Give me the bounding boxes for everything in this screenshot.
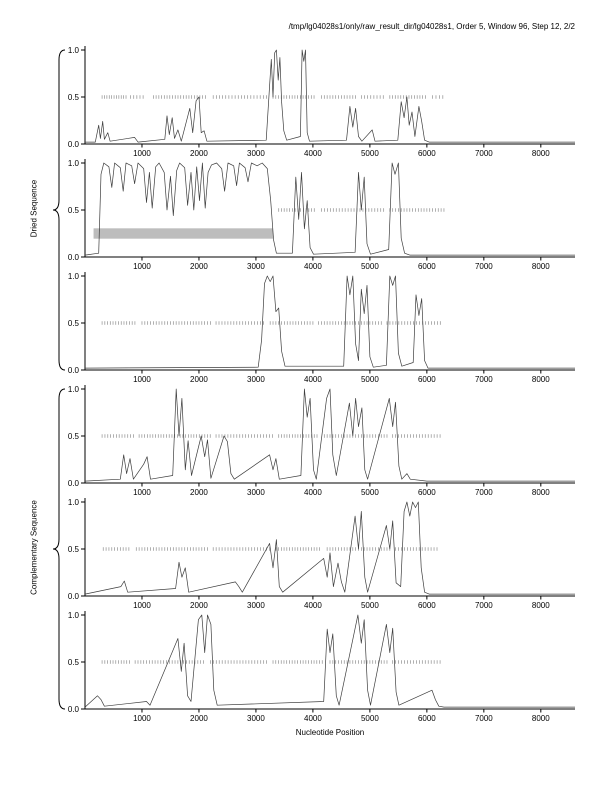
- data-line: [85, 49, 575, 143]
- chart-title: /tmp/lg04028s1/only/raw_result_dir/lg040…: [288, 22, 575, 31]
- x-tick-label: 3000: [247, 488, 265, 496]
- y-tick-label: 0.5: [68, 658, 80, 667]
- x-tick-label: 6000: [418, 262, 436, 270]
- x-tick-label: 5000: [361, 375, 379, 383]
- chart-panel: 0.0 0.5 1.0 1000 2000 3000 4000 5000 6000 7000 800…: [68, 385, 575, 496]
- y-tick-label: 0.5: [68, 432, 80, 441]
- data-line: [84, 388, 575, 482]
- x-tick-label: 4000: [304, 714, 322, 722]
- x-tick-label: 6000: [418, 488, 436, 496]
- x-tick-label: 7000: [475, 262, 493, 270]
- y-tick-label: 1.0: [68, 498, 80, 507]
- x-tick-label: 1000: [133, 601, 151, 609]
- x-tick-label: 5000: [361, 488, 379, 496]
- data-line: [84, 162, 575, 256]
- x-tick-label: 2000: [190, 262, 208, 270]
- x-tick-label: 1000: [133, 262, 151, 270]
- y-tick-label: 0.0: [68, 592, 80, 601]
- chart-panel: 0.0 0.5 1.0 1000 2000 3000 4000 5000 6000 7000 800…: [68, 498, 575, 609]
- x-tick-label: 3000: [247, 714, 265, 722]
- x-tick-label: 2000: [190, 149, 208, 157]
- y-tick-label: 0.0: [68, 705, 80, 714]
- x-tick-label: 7000: [475, 375, 493, 383]
- x-tick-label: 6000: [418, 714, 436, 722]
- x-tick-label: 2000: [190, 488, 208, 496]
- data-line: [84, 501, 575, 595]
- data-line: [84, 275, 575, 369]
- y-tick-label: 0.5: [68, 93, 80, 102]
- x-tick-label: 7000: [475, 149, 493, 157]
- x-tick-label: 8000: [532, 488, 550, 496]
- x-tick-label: 3000: [247, 601, 265, 609]
- x-tick-label: 6000: [418, 601, 436, 609]
- y-tick-label: 0.5: [68, 319, 80, 328]
- x-tick-label: 6000: [418, 375, 436, 383]
- x-tick-label: 2000: [190, 375, 208, 383]
- group-brace-dried: [52, 49, 66, 371]
- y-group-label-complementary: Complementary Sequence: [29, 500, 39, 595]
- x-tick-label: 8000: [532, 262, 550, 270]
- x-tick-label: 4000: [304, 488, 322, 496]
- x-tick-label: 4000: [304, 149, 322, 157]
- y-tick-label: 0.0: [68, 140, 80, 149]
- x-tick-label: 5000: [361, 714, 379, 722]
- x-tick-label: 6000: [418, 149, 436, 157]
- y-tick-label: 1.0: [68, 385, 80, 394]
- chart-panel: 0.0 0.5 1.0 1000 2000 3000 4000 5000 6000 7000 800…: [68, 272, 575, 383]
- x-tick-label: 1000: [133, 375, 151, 383]
- x-tick-label: 3000: [247, 262, 265, 270]
- x-tick-label: 5000: [361, 601, 379, 609]
- x-tick-label: 4000: [304, 262, 322, 270]
- y-tick-label: 0.0: [68, 479, 80, 488]
- y-group-label-dried: Dried Sequence: [29, 179, 39, 238]
- x-tick-label: 8000: [532, 375, 550, 383]
- x-tick-label: 4000: [304, 375, 322, 383]
- y-tick-label: 0.5: [68, 206, 80, 215]
- y-tick-label: 0.0: [68, 253, 80, 262]
- x-tick-label: 5000: [361, 262, 379, 270]
- chart-panel: 0.0 0.5 1.0 1000 2000 3000 4000 5000 6000 7000 800…: [68, 46, 575, 157]
- y-tick-label: 0.0: [68, 366, 80, 375]
- y-tick-label: 1.0: [68, 159, 80, 168]
- x-tick-label: 1000: [133, 488, 151, 496]
- y-tick-label: 1.0: [68, 611, 80, 620]
- data-line: [84, 614, 575, 708]
- y-tick-label: 1.0: [68, 272, 80, 281]
- x-tick-label: 1000: [133, 714, 151, 722]
- chart-panel: 0.0 0.5 1.0 1000 2000 3000 4000 5000 6000 7000 800…: [68, 159, 575, 270]
- highlight-bar: [93, 228, 274, 239]
- panel-group: 0.0 0.5 1.0 1000 2000 3000 4000 5000 6000 7000 800…: [0, 44, 612, 722]
- x-tick-label: 7000: [475, 714, 493, 722]
- x-tick-label: 4000: [304, 601, 322, 609]
- x-tick-label: 1000: [133, 149, 151, 157]
- x-axis-label: Nucleotide Position: [295, 728, 365, 737]
- x-tick-label: 3000: [247, 375, 265, 383]
- x-tick-label: 3000: [247, 149, 265, 157]
- x-tick-label: 8000: [532, 714, 550, 722]
- group-brace-complementary: [52, 388, 66, 710]
- x-tick-label: 8000: [532, 601, 550, 609]
- x-tick-label: 8000: [532, 149, 550, 157]
- x-tick-label: 7000: [475, 601, 493, 609]
- x-tick-label: 2000: [190, 714, 208, 722]
- x-tick-label: 2000: [190, 601, 208, 609]
- y-tick-label: 1.0: [68, 46, 80, 55]
- x-tick-label: 7000: [475, 488, 493, 496]
- y-tick-label: 0.5: [68, 545, 80, 554]
- chart-panel: 0.0 0.5 1.0 1000 2000 3000 4000 5000 6000 7000 800…: [68, 611, 575, 722]
- x-tick-label: 5000: [361, 149, 379, 157]
